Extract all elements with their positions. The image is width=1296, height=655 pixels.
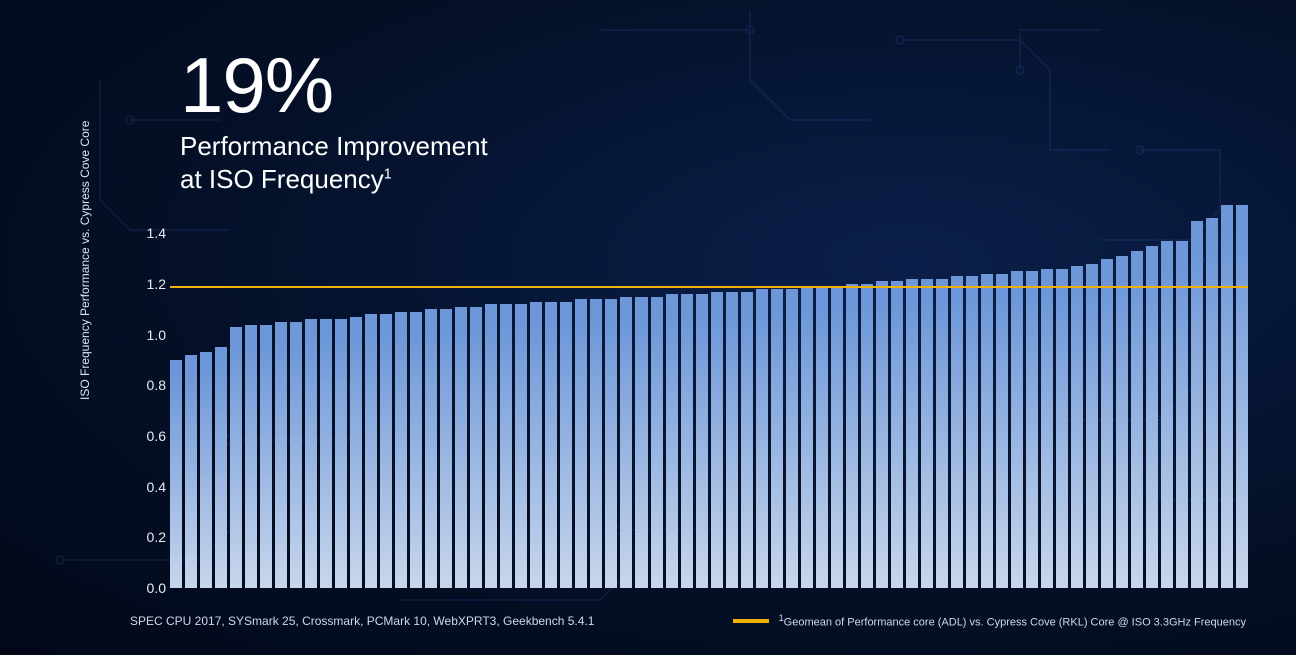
bar xyxy=(1086,264,1098,588)
bar xyxy=(996,274,1008,588)
y-tick-label: 0.8 xyxy=(128,377,166,393)
bar xyxy=(230,327,242,588)
bar xyxy=(681,294,693,588)
subhead-line1: Performance Improvement xyxy=(180,131,488,161)
bar xyxy=(1191,221,1203,588)
bar xyxy=(290,322,302,588)
bar xyxy=(966,276,978,588)
bar xyxy=(485,304,497,588)
bar xyxy=(410,312,422,588)
bar xyxy=(560,302,572,588)
subheadline: Performance Improvement at ISO Frequency… xyxy=(180,130,488,195)
y-tick-label: 1.4 xyxy=(128,225,166,241)
bar xyxy=(1026,271,1038,588)
bar xyxy=(726,292,738,588)
bar xyxy=(395,312,407,588)
bar xyxy=(380,314,392,588)
bar xyxy=(1011,271,1023,588)
bar xyxy=(816,287,828,588)
bar xyxy=(786,289,798,588)
bar xyxy=(861,284,873,588)
bar xyxy=(831,287,843,588)
bar xyxy=(455,307,467,588)
bar xyxy=(620,297,632,588)
bar xyxy=(170,360,182,588)
plot-area xyxy=(170,208,1248,588)
bar xyxy=(1236,205,1248,588)
bar xyxy=(711,292,723,588)
bar xyxy=(846,284,858,588)
bar xyxy=(876,281,888,588)
bar xyxy=(185,355,197,588)
bar xyxy=(1131,251,1143,588)
footer-benchmarks-text: SPEC CPU 2017, SYSmark 25, Crossmark, PC… xyxy=(130,614,594,628)
bar xyxy=(320,319,332,588)
bar xyxy=(605,299,617,588)
bar xyxy=(215,347,227,588)
bar xyxy=(1041,269,1053,588)
bar xyxy=(1071,266,1083,588)
bar xyxy=(590,299,602,588)
bar xyxy=(500,304,512,588)
bar xyxy=(440,309,452,588)
headline-percent: 19% xyxy=(180,40,333,131)
bar xyxy=(1101,259,1113,588)
bar xyxy=(771,289,783,588)
bar xyxy=(936,279,948,588)
legend-swatch xyxy=(733,619,769,623)
bar xyxy=(741,292,753,588)
bar xyxy=(981,274,993,588)
bar xyxy=(260,325,272,588)
bar xyxy=(365,314,377,588)
bar xyxy=(1221,205,1233,588)
bar xyxy=(906,279,918,588)
bar xyxy=(1116,256,1128,588)
bar xyxy=(1206,218,1218,588)
y-tick-label: 0.4 xyxy=(128,479,166,495)
subhead-line2: at ISO Frequency xyxy=(180,164,384,194)
footer-legend: 1Geomean of Performance core (ADL) vs. C… xyxy=(733,613,1246,629)
bar xyxy=(515,304,527,588)
bar xyxy=(1146,246,1158,588)
footer: SPEC CPU 2017, SYSmark 25, Crossmark, PC… xyxy=(130,613,1246,629)
bar xyxy=(200,352,212,588)
legend-caption: Geomean of Performance core (ADL) vs. Cy… xyxy=(784,617,1246,629)
bar xyxy=(696,294,708,588)
bar xyxy=(651,297,663,588)
bar-series xyxy=(170,208,1248,588)
chart-container: 0.00.20.40.60.81.01.21.4 xyxy=(128,208,1248,588)
bar xyxy=(350,317,362,588)
bar xyxy=(335,319,347,588)
subhead-footnote-marker: 1 xyxy=(384,166,392,182)
y-tick-label: 1.2 xyxy=(128,276,166,292)
bar xyxy=(1161,241,1173,588)
y-tick-label: 0.2 xyxy=(128,529,166,545)
bar xyxy=(545,302,557,588)
y-tick-label: 0.6 xyxy=(128,428,166,444)
bar xyxy=(305,319,317,588)
bar xyxy=(530,302,542,588)
bar xyxy=(1056,269,1068,588)
y-tick-label: 0.0 xyxy=(128,580,166,596)
geomean-reference-line xyxy=(170,286,1248,288)
legend-text: 1Geomean of Performance core (ADL) vs. C… xyxy=(779,613,1246,629)
bar xyxy=(1176,241,1188,588)
bar xyxy=(756,289,768,588)
bar xyxy=(245,325,257,588)
y-tick-label: 1.0 xyxy=(128,327,166,343)
bar xyxy=(921,279,933,588)
bar xyxy=(275,322,287,588)
bar xyxy=(425,309,437,588)
bar xyxy=(951,276,963,588)
y-axis-label: ISO Frequency Performance vs. Cypress Co… xyxy=(78,121,92,400)
bar xyxy=(575,299,587,588)
bar xyxy=(891,281,903,588)
bar xyxy=(666,294,678,588)
bar xyxy=(470,307,482,588)
bar xyxy=(801,287,813,588)
bar xyxy=(635,297,647,588)
